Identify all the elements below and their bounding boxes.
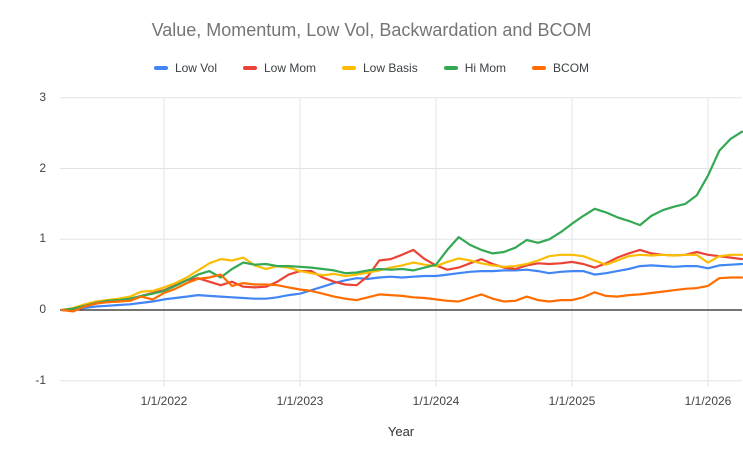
series-line-hi-mom[interactable] [60, 130, 743, 312]
legend: Low Vol Low Mom Low Basis Hi Mom BCOM [0, 61, 743, 75]
x-tick-label: 1/1/2025 [548, 394, 596, 408]
y-tick-label: 1 [39, 231, 46, 246]
chart-title: Value, Momentum, Low Vol, Backwardation … [151, 20, 592, 40]
x-axis-title: Year [387, 424, 415, 439]
legend-label: Low Vol [174, 61, 217, 75]
series-line-bcom[interactable] [60, 273, 743, 313]
x-tick-label: 1/1/2024 [412, 394, 460, 408]
x-tick-label: 1/1/2026 [684, 394, 732, 408]
x-tick-label: 1/1/2023 [276, 394, 324, 408]
legend-item-bcom[interactable]: BCOM [532, 61, 589, 75]
y-tick-label: 2 [39, 160, 46, 175]
legend-swatch-low-vol-icon [153, 66, 168, 70]
legend-item-low-vol[interactable]: Low Vol [153, 61, 217, 75]
legend-label: Low Mom [263, 61, 316, 75]
legend-label: Low Basis [363, 61, 418, 75]
legend-label: Hi Mom [464, 61, 507, 75]
y-tick-label: 3 [39, 89, 46, 104]
legend-swatch-low-mom-icon [242, 66, 257, 70]
legend-item-hi-mom[interactable]: Hi Mom [443, 61, 507, 75]
x-tick-label: 1/1/2022 [140, 394, 188, 408]
legend-item-low-mom[interactable]: Low Mom [242, 61, 316, 75]
series-line-low-basis[interactable] [60, 253, 743, 312]
legend-item-low-basis[interactable]: Low Basis [342, 61, 418, 75]
y-tick-label: 0 [39, 302, 46, 316]
legend-swatch-hi-mom-icon [443, 66, 458, 70]
y-tick-label: -1 [35, 372, 46, 387]
legend-swatch-low-basis-icon [342, 66, 356, 70]
legend-label: BCOM [553, 61, 590, 75]
series-line-low-vol[interactable] [60, 262, 743, 312]
legend-swatch-bcom-icon [532, 66, 547, 70]
